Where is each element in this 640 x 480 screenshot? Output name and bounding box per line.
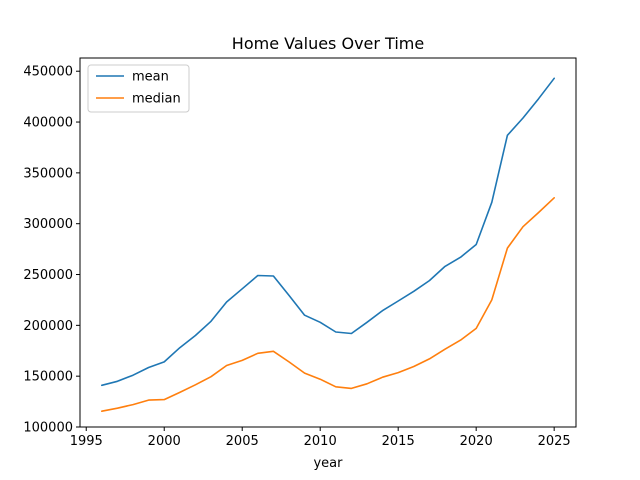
y-tick-label: 350000 — [23, 166, 73, 181]
legend: mean median — [87, 64, 190, 113]
axes-frame — [79, 57, 577, 428]
y-tick-label: 200000 — [23, 319, 73, 334]
x-tick-label: 2025 — [538, 434, 571, 449]
series-line-median — [101, 197, 556, 413]
y-tick-label: 100000 — [23, 421, 73, 436]
x-axis-label: year — [313, 456, 343, 471]
plot-area — [101, 77, 556, 413]
x-tick-label: 2020 — [460, 434, 493, 449]
chart-title: Home Values Over Time — [232, 34, 424, 53]
x-tick-label: 2010 — [304, 434, 337, 449]
legend-label-mean: mean — [132, 70, 169, 85]
series-line-mean — [101, 77, 556, 387]
y-axis: 100000 150000 200000 250000 300000 350000 4000… — [23, 65, 80, 436]
y-tick-label: 300000 — [23, 217, 73, 232]
x-axis: 1995 2000 2005 2010 2015 2020 2025 — [70, 427, 571, 449]
x-tick-label: 2015 — [382, 434, 415, 449]
legend-label-median: median — [132, 92, 181, 107]
x-tick-label: 2000 — [148, 434, 181, 449]
y-tick-label: 150000 — [23, 370, 73, 385]
x-tick-label: 1995 — [70, 434, 103, 449]
y-tick-label: 250000 — [23, 268, 73, 283]
y-tick-label: 400000 — [23, 116, 73, 131]
y-tick-label: 450000 — [23, 65, 73, 80]
x-tick-label: 2005 — [226, 434, 259, 449]
